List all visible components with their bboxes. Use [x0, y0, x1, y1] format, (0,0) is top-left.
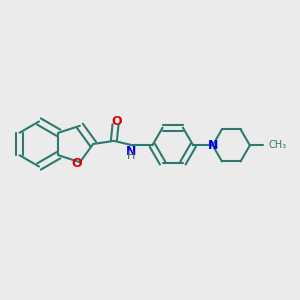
Text: N: N — [208, 139, 218, 152]
Text: CH₃: CH₃ — [269, 140, 287, 150]
Text: O: O — [112, 115, 122, 128]
Text: N: N — [126, 145, 136, 158]
Text: O: O — [71, 157, 82, 170]
Text: H: H — [127, 151, 136, 160]
